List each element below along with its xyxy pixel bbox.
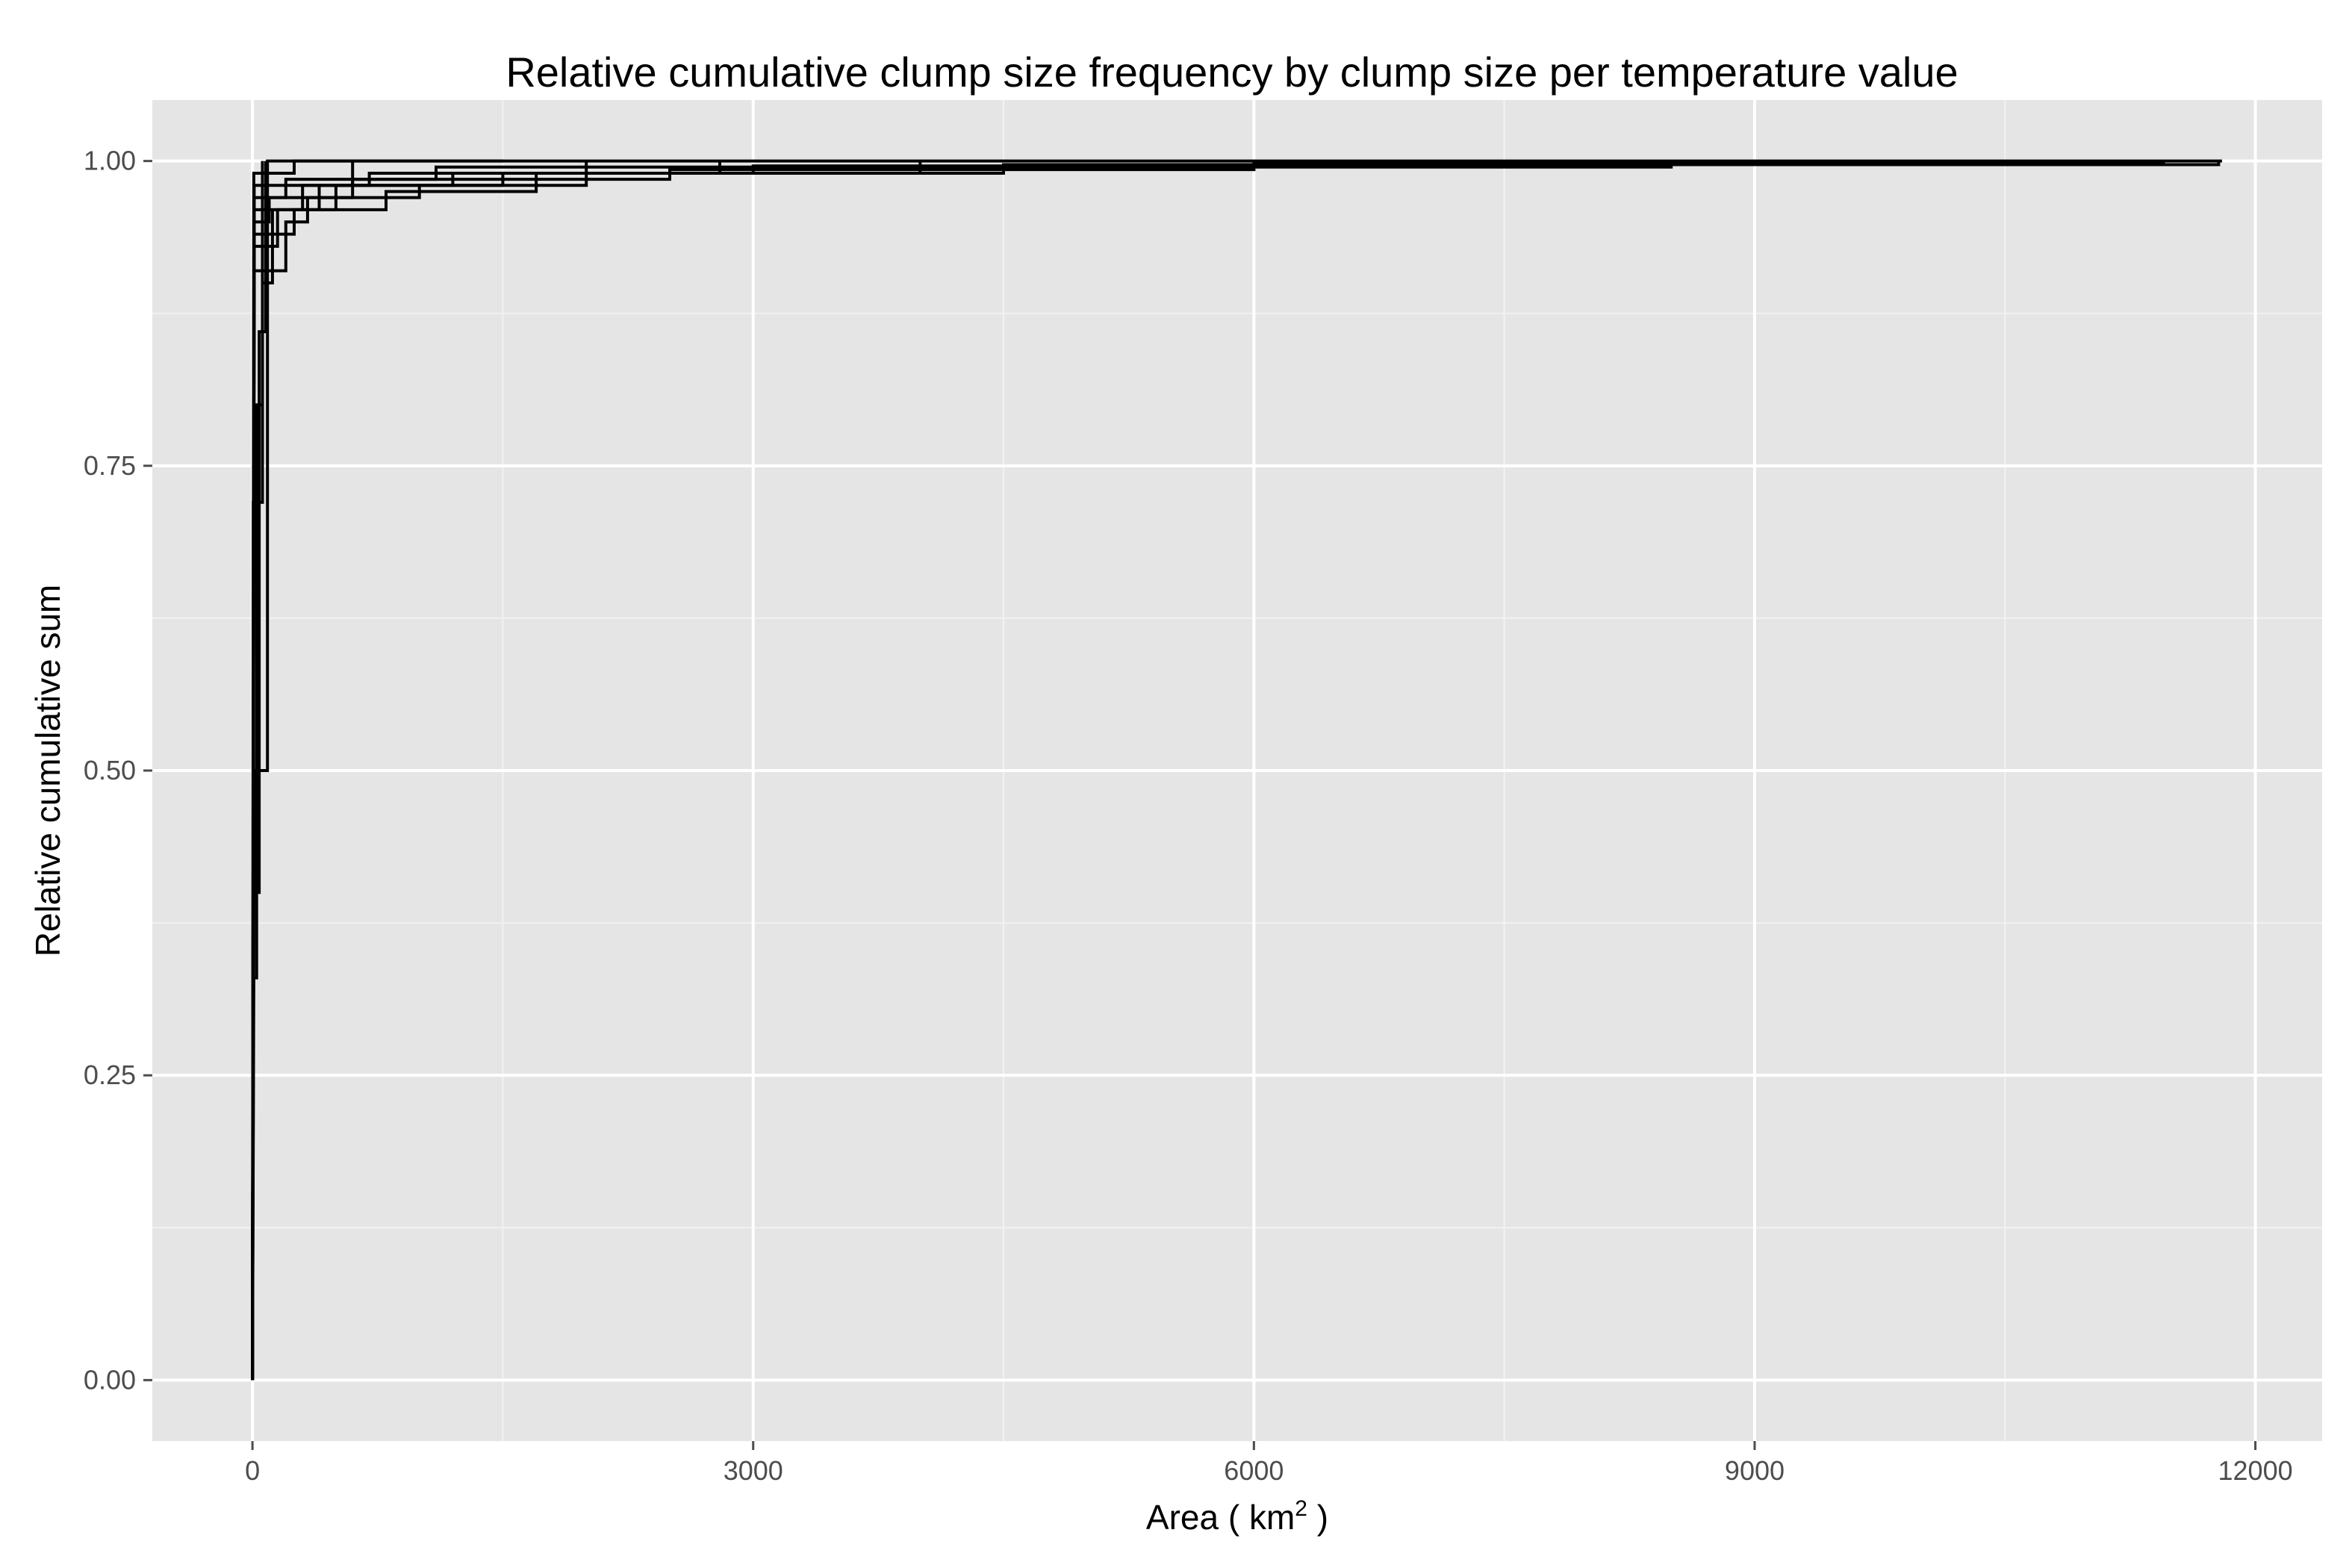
series-line xyxy=(251,161,721,1381)
x-axis-label-end: ) xyxy=(1307,1498,1328,1537)
y-tick-label: 0.50 xyxy=(84,755,136,785)
series-line xyxy=(251,159,503,1381)
x-axis-ticks: 0 3000 6000 9000 12000 xyxy=(245,1441,2293,1486)
y-tick-label: 0.75 xyxy=(84,450,136,481)
x-tick-label: 0 xyxy=(245,1455,260,1486)
chart-title: Relative cumulative clump size frequency… xyxy=(505,49,1958,96)
series-line xyxy=(251,161,264,1381)
x-axis-label-superscript: 2 xyxy=(1295,1496,1307,1521)
y-tick-label: 0.25 xyxy=(84,1060,136,1090)
x-tick-label: 3000 xyxy=(724,1455,783,1486)
series-line xyxy=(251,161,2165,1381)
y-axis-ticks: 0.00 0.25 0.50 0.75 1.00 xyxy=(84,146,152,1395)
y-axis-label: Relative cumulative sum xyxy=(28,585,67,957)
series-line xyxy=(251,161,1673,1381)
y-tick-label: 0.00 xyxy=(84,1364,136,1395)
x-tick-label: 12000 xyxy=(2218,1455,2293,1486)
series-line xyxy=(251,161,922,1381)
x-axis-label: Area ( km2 ) xyxy=(1146,1496,1328,1537)
y-tick-label: 1.00 xyxy=(84,146,136,176)
x-axis-label-main: Area ( km xyxy=(1146,1498,1295,1537)
x-tick-label: 6000 xyxy=(1224,1455,1284,1486)
series-lines xyxy=(251,159,2222,1381)
x-tick-label: 9000 xyxy=(1725,1455,1785,1486)
